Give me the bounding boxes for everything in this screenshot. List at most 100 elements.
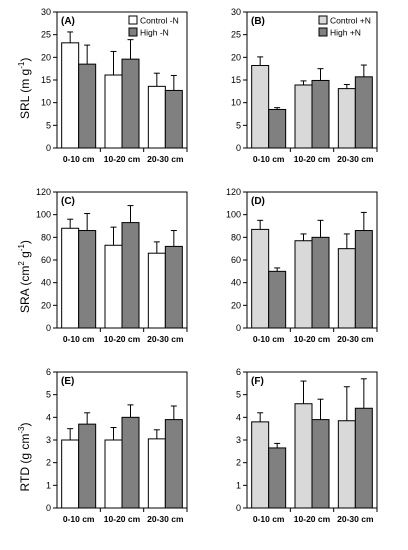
panel-b: 0 5 10 15 20 25 30 (B) 0-10 cm 10-20 cm 20-30 cm Co…	[231, 7, 378, 164]
x-tick-label: 0-10 cm	[63, 514, 95, 524]
y-tick-label: 15	[41, 75, 51, 85]
legend-swatch	[318, 15, 328, 25]
bar	[78, 423, 97, 509]
y-tick-label: 5	[236, 120, 241, 130]
bar	[164, 419, 183, 509]
x-tick-label: 20-30 cm	[337, 514, 374, 524]
y-tick-label: 1	[236, 480, 241, 490]
y-axis-title-rtd: RTD (g cm-3)	[17, 422, 32, 492]
bar	[294, 403, 313, 509]
bar	[104, 74, 123, 149]
x-tick-label: 10-20 cm	[294, 514, 331, 524]
panel-e: 0 1 2 3 4 5 6 (E) 0-10 cm 10-20 cm 20-30 cm	[46, 367, 188, 524]
x-tick-label: 20-30 cm	[147, 334, 184, 344]
bar	[354, 230, 373, 329]
y-tick-label: 30	[41, 7, 51, 17]
y-tick-label: 1	[46, 480, 51, 490]
bar	[354, 76, 373, 149]
x-tick-label: 20-30 cm	[337, 334, 374, 344]
y-tick-label: 60	[231, 255, 241, 265]
bar	[294, 240, 313, 329]
y-tick-label: 6	[236, 367, 241, 377]
x-tick-label: 10-20 cm	[294, 334, 331, 344]
bar	[121, 58, 140, 149]
bar	[268, 108, 287, 149]
y-tick-label: 20	[41, 52, 51, 62]
y-tick-label: 60	[41, 255, 51, 265]
y-tick-label: 4	[236, 412, 241, 422]
y-tick-label: 0	[236, 323, 241, 333]
bar	[164, 89, 183, 149]
y-tick-label: 40	[41, 278, 51, 288]
y-tick-label: 80	[41, 232, 51, 242]
y-tick-label: 4	[46, 412, 51, 422]
y-tick-label: 5	[46, 390, 51, 400]
bar	[104, 244, 123, 329]
y-tick-label: 10	[41, 98, 51, 108]
x-tick-label: 20-30 cm	[147, 154, 184, 164]
bar	[251, 228, 270, 329]
y-tick-label: 30	[231, 7, 241, 17]
y-tick-label: 0	[46, 323, 51, 333]
bar	[311, 236, 330, 329]
y-tick-label: 10	[231, 98, 241, 108]
panel-f: 0 1 2 3 4 5 6 (F) 0-10 cm 10-20 cm 20-30 cm	[236, 367, 378, 524]
y-tick-label: 100	[36, 210, 51, 220]
bar	[61, 227, 80, 329]
bar	[268, 447, 287, 509]
panel-d: 0 20 40 60 80 100 120 (D) 0-10 cm 10-20 cm 20-30 c…	[226, 187, 378, 344]
y-tick-label: 120	[226, 187, 241, 197]
legend-swatch	[128, 15, 138, 25]
legend-label: Control -N	[140, 16, 179, 26]
x-tick-label: 0-10 cm	[253, 154, 285, 164]
panel-a: 0 5 10 15 20 25 30 (A) 0-10 cm 10-20 cm 20-30 cm Co…	[41, 7, 188, 164]
y-tick-label: 120	[36, 187, 51, 197]
y-tick-label: 25	[41, 30, 51, 40]
bar	[104, 439, 123, 509]
legend-swatch	[128, 27, 138, 37]
bar	[61, 439, 80, 509]
y-tick-label: 20	[231, 52, 241, 62]
bar	[251, 64, 270, 149]
panel-label: (F)	[251, 376, 264, 387]
bar	[78, 230, 97, 329]
x-tick-label: 20-30 cm	[337, 154, 374, 164]
x-tick-label: 0-10 cm	[63, 334, 95, 344]
bar	[61, 42, 80, 149]
x-tick-label: 20-30 cm	[147, 514, 184, 524]
bar	[311, 79, 330, 149]
y-tick-label: 100	[226, 210, 241, 220]
bar	[78, 63, 97, 149]
y-tick-label: 3	[236, 435, 241, 445]
bar	[121, 416, 140, 509]
bar	[268, 270, 287, 329]
y-tick-label: 2	[46, 458, 51, 468]
y-tick-label: 0	[46, 143, 51, 153]
y-tick-label: 0	[236, 143, 241, 153]
y-tick-label: 3	[46, 435, 51, 445]
y-tick-label: 0	[236, 503, 241, 513]
x-tick-label: 10-20 cm	[104, 334, 141, 344]
panel-c: 0 20 40 60 80 100 120 (C) 0-10 cm 10-20 cm 20-30 c…	[36, 187, 188, 344]
x-tick-label: 10-20 cm	[104, 154, 141, 164]
y-tick-label: 0	[46, 503, 51, 513]
bar	[147, 85, 166, 149]
y-tick-label: 5	[46, 120, 51, 130]
bar	[164, 245, 183, 329]
bar	[354, 407, 373, 509]
y-tick-label: 2	[236, 458, 241, 468]
y-tick-label: 15	[231, 75, 241, 85]
legend-swatch	[318, 27, 328, 37]
x-tick-label: 10-20 cm	[294, 154, 331, 164]
bar	[311, 419, 330, 509]
panel-label: (C)	[61, 196, 75, 207]
x-tick-label: 10-20 cm	[104, 514, 141, 524]
legend-label: High -N	[140, 28, 169, 38]
bar	[147, 438, 166, 509]
y-tick-label: 20	[231, 300, 241, 310]
bar	[337, 248, 356, 329]
x-tick-label: 0-10 cm	[253, 334, 285, 344]
panel-label: (E)	[61, 376, 74, 387]
bar	[147, 252, 166, 329]
